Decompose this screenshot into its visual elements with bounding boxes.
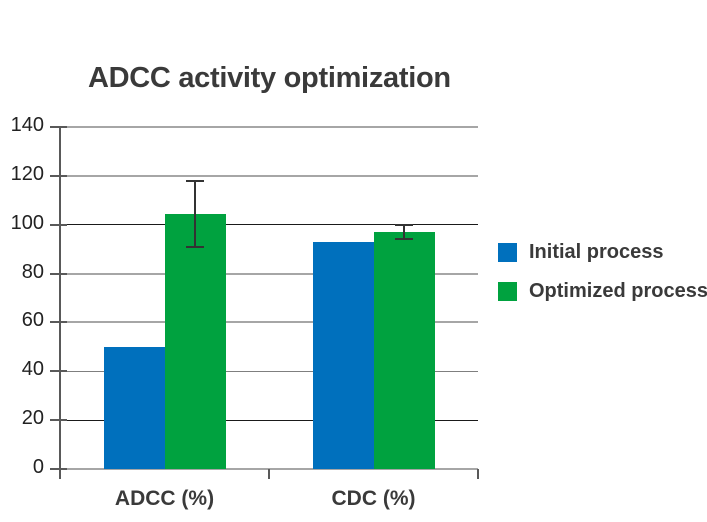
y-axis-tick-label: 20 xyxy=(21,407,44,430)
legend-label: Optimized process xyxy=(529,280,707,302)
error-bar-line xyxy=(194,180,196,247)
x-axis-tick xyxy=(477,469,479,479)
gridline-100 xyxy=(60,224,478,226)
y-axis-tick xyxy=(50,370,67,373)
error-bar-cap-bottom xyxy=(186,245,204,248)
gridline-20 xyxy=(60,419,478,421)
y-axis-tick-label: 40 xyxy=(21,358,44,381)
y-axis-tick-label: 100 xyxy=(10,211,44,234)
gridline-120 xyxy=(60,174,478,177)
legend-swatch xyxy=(498,282,517,301)
y-axis-line xyxy=(59,127,61,479)
y-axis-tick-label: 60 xyxy=(21,309,44,332)
error-bar-line xyxy=(403,224,405,240)
y-axis-tick-label: 140 xyxy=(10,114,44,136)
bar-initial-process xyxy=(103,346,165,469)
gridline-80 xyxy=(60,272,478,275)
y-axis-tick-label: 0 xyxy=(32,456,44,478)
bar-optimized-process xyxy=(373,232,435,469)
x-axis-tick xyxy=(268,469,270,479)
error-bar-cap-top xyxy=(395,223,413,226)
error-bar-cap-bottom xyxy=(395,238,413,241)
error-bar-cap-top xyxy=(186,179,204,182)
chart-title: ADCC activity optimization xyxy=(88,62,451,94)
y-axis-tick-label: 120 xyxy=(10,162,44,185)
x-axis-category-label: CDC (%) xyxy=(331,487,416,510)
legend-item: Initial process xyxy=(498,241,707,264)
y-axis-tick xyxy=(50,272,67,275)
y-axis-tick xyxy=(50,126,67,128)
y-axis-tick xyxy=(50,419,67,422)
y-axis-tick xyxy=(50,174,67,177)
legend: Initial process Optimized process xyxy=(498,241,707,319)
gridline-60 xyxy=(60,321,478,324)
gridline-140 xyxy=(60,126,478,128)
x-axis-category-label: ADCC (%) xyxy=(114,487,215,510)
y-axis-tick xyxy=(50,321,67,324)
legend-swatch xyxy=(498,243,517,262)
y-axis-tick xyxy=(50,468,67,470)
legend-label: Initial process xyxy=(529,241,664,263)
legend-item: Optimized process xyxy=(498,280,707,303)
y-axis-tick-label: 80 xyxy=(21,260,44,283)
gridline-40 xyxy=(60,370,478,372)
bar-initial-process xyxy=(312,241,374,469)
y-axis-tick xyxy=(50,223,67,226)
bar-optimized-process xyxy=(164,213,226,469)
